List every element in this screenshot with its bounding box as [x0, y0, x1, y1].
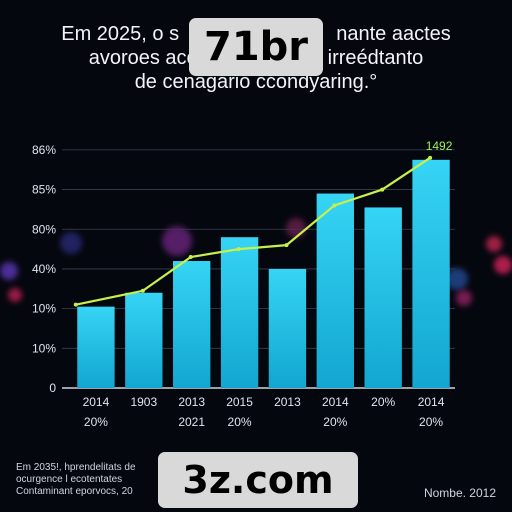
y-tick-label: 40% [32, 262, 56, 276]
trend-point [332, 203, 337, 208]
title-line: de cenaǵário ccondyaring.° [134, 71, 378, 93]
bar [364, 207, 402, 388]
footnote: Em 2035!, hprendelitats de ocurgence l e… [16, 462, 136, 498]
x-tick-label: 2014 [322, 395, 349, 409]
trend-point [140, 288, 145, 293]
bar [125, 292, 163, 388]
watermark-badge: 3z.com [158, 452, 358, 508]
watermark-badge: 71br [189, 18, 323, 76]
y-tick-label: 86% [32, 143, 56, 157]
footnote-line: Em 2035!, hprendelitats de [16, 462, 136, 473]
bar [77, 306, 115, 388]
footnote-line: ocurgence l ecotentates [16, 474, 123, 485]
title-fragment: nante aactes [336, 23, 451, 45]
trend-point [188, 255, 193, 260]
x-tick-label: 20% [371, 395, 395, 409]
x-tick-label: 20% [419, 415, 443, 429]
y-tick-label: 80% [32, 222, 56, 236]
bar [173, 261, 211, 388]
y-tick-label: 10% [32, 341, 56, 355]
y-tick-label: 10% [32, 302, 56, 316]
x-tick-label: 2013 [274, 395, 301, 409]
bar [220, 237, 259, 388]
data-annotation: 1492 [426, 139, 453, 153]
footnote-line: Contaminant eporvocs, 20 [16, 486, 133, 497]
bars [77, 159, 450, 388]
source-note: Nombe. 2012 [423, 486, 496, 500]
title-line: avoroes acc irreédtanto [30, 46, 482, 70]
y-tick-label: 0 [49, 381, 56, 395]
title-fragment: irreédtanto [327, 47, 424, 69]
trend-point [284, 243, 289, 248]
trend-point [73, 302, 78, 307]
bar [316, 193, 354, 388]
title-line: Em 2025, o s nante aactes [30, 22, 482, 46]
trend-line [75, 156, 431, 306]
trend-point [380, 187, 385, 192]
title-fragment: Em 2025, o s [61, 23, 180, 45]
x-tick-label: 20% [228, 415, 252, 429]
bar [412, 159, 450, 388]
x-tick-label: 2021 [178, 415, 205, 429]
axis-labels: 0 10% 10% 40% 80% 85% 86% 1492 2014 20% 1903 2013 20… [32, 139, 453, 429]
x-tick-label: 2014 [418, 395, 445, 409]
x-tick-label: 20% [323, 415, 347, 429]
x-tick-label: 1903 [130, 395, 157, 409]
trend-point [236, 247, 241, 252]
bar [268, 268, 307, 388]
x-tick-label: 2015 [226, 395, 253, 409]
trend-line-group [73, 155, 433, 307]
y-tick-label: 85% [32, 183, 56, 197]
x-tick-label: 2014 [83, 395, 110, 409]
trend-point [428, 155, 433, 160]
x-tick-label: 2013 [178, 395, 205, 409]
title-fragment: avoroes acc [88, 47, 197, 69]
chart-title: Em 2025, o s nante aactes avoroes acc ir… [30, 22, 482, 94]
x-tick-label: 20% [84, 415, 108, 429]
